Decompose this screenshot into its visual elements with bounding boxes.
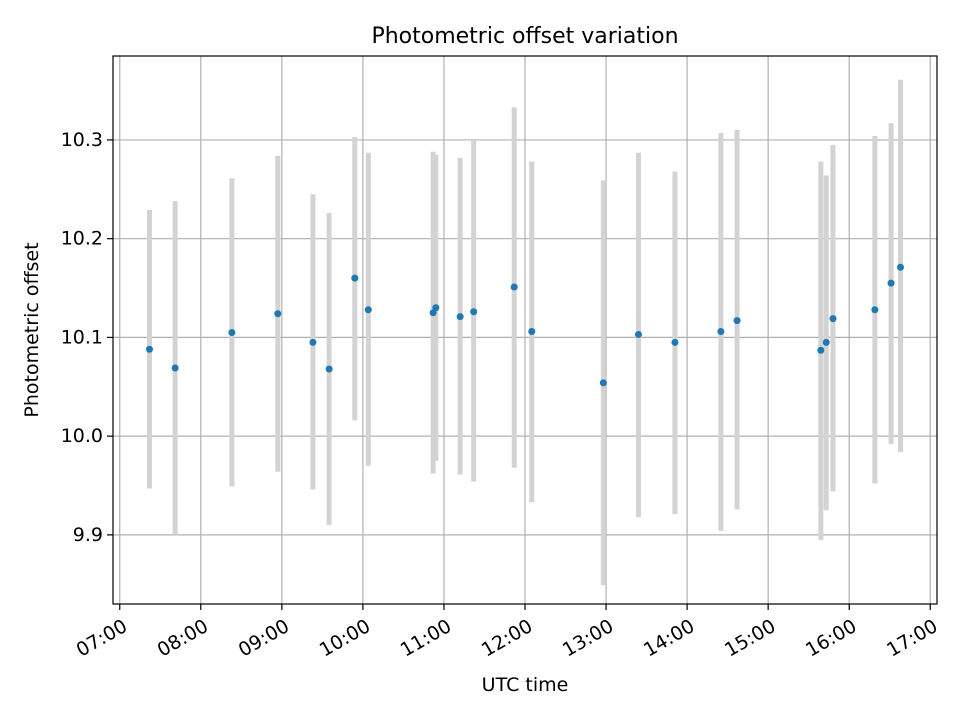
data-point [309,338,317,346]
data-point [817,346,825,354]
data-point [171,364,179,372]
data-point [325,365,333,373]
data-point [145,345,153,353]
data-point [717,327,725,335]
data-point [432,304,440,312]
y-tick-label: 10.1 [61,326,103,348]
data-point [822,338,830,346]
data-point [671,338,679,346]
data-point [364,306,372,314]
y-tick-label: 10.2 [61,228,103,250]
data-point [897,263,905,271]
data-point [829,315,837,323]
data-points [145,263,905,387]
data-point [470,308,478,316]
data-point [274,310,282,318]
grid [113,56,937,604]
data-point [528,327,536,335]
data-point [351,274,359,282]
x-axis-label: UTC time [482,674,569,696]
data-point [887,279,895,287]
y-tick-label: 10.0 [61,425,103,447]
data-point [733,317,741,325]
data-point [599,379,607,387]
y-axis-label: Photometric offset [21,242,43,417]
data-point [510,283,518,291]
data-point [871,306,879,314]
y-tick-label: 9.9 [73,524,103,546]
y-tick-label: 10.3 [61,129,103,151]
data-point [228,328,236,336]
data-point [634,330,642,338]
chart-title: Photometric offset variation [371,24,678,49]
data-point [456,313,464,321]
